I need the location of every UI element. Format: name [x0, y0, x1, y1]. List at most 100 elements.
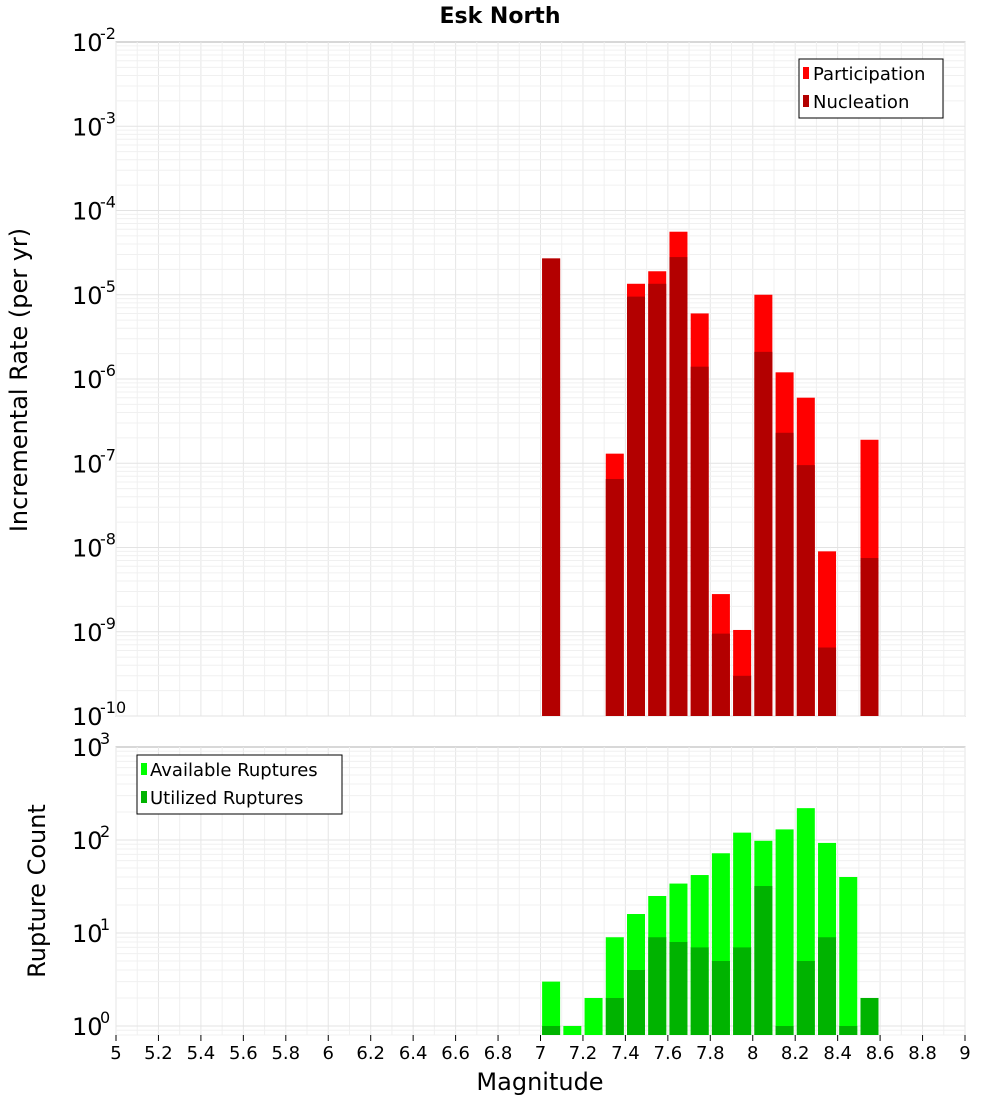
svg-text:0: 0 [100, 1008, 110, 1027]
top-bar-series2 [818, 647, 837, 716]
top-bar-series2 [796, 465, 815, 716]
top-y-tick-label: 10-9 [72, 614, 116, 647]
x-tick-label: 7.8 [696, 1043, 725, 1064]
bottom-bar-series1 [542, 981, 561, 1035]
top-bar-series2 [690, 366, 709, 716]
x-tick-label: 8 [747, 1043, 758, 1064]
x-tick-label: 8.2 [781, 1043, 810, 1064]
x-tick-label: 5 [110, 1043, 121, 1064]
bottom-bar-series2 [627, 969, 646, 1035]
svg-text:10: 10 [72, 198, 103, 226]
x-tick-label: 6.8 [484, 1043, 513, 1064]
top-y-tick-label: 10-8 [72, 530, 116, 563]
top-y-axis-title: Incremental Rate (per yr) [5, 228, 33, 532]
top-bar-series2 [648, 283, 667, 716]
svg-text:10: 10 [72, 450, 103, 478]
x-tick-label: 5.2 [144, 1043, 173, 1064]
svg-text:10: 10 [72, 1013, 103, 1041]
bottom-y-tick-label: 103 [72, 729, 110, 762]
legend-label-utilized: Utilized Ruptures [150, 788, 303, 809]
top-bar-series2 [775, 432, 794, 716]
legend-label-participation: Participation [813, 64, 925, 85]
bottom-bar-series1 [775, 829, 794, 1035]
bottom-bar-series2 [669, 942, 688, 1035]
svg-text:2: 2 [100, 822, 110, 841]
top-gridlines [115, 42, 966, 717]
top-bar-series2 [733, 675, 752, 716]
x-tick-label: 6 [323, 1043, 334, 1064]
x-tick-label: 7.6 [654, 1043, 683, 1064]
top-bar-series2 [627, 296, 646, 716]
svg-text:-7: -7 [100, 445, 116, 464]
bottom-bar-series1 [839, 877, 858, 1035]
x-tick-label: 8.4 [823, 1043, 852, 1064]
x-tick-label: 8.8 [908, 1043, 937, 1064]
x-axis: 5 5.2 5.4 5.6 5.8 6 6.2 6.4 6.6 6.8 7 7.2 7.4 7.6 7.8 8… [110, 1035, 971, 1064]
top-bar-series2 [605, 479, 624, 716]
top-bar-series2 [754, 351, 773, 716]
bottom-bar-series2 [839, 1025, 858, 1035]
x-axis-title: Magnitude [476, 1068, 603, 1096]
x-tick-label: 8.6 [866, 1043, 895, 1064]
top-y-tick-label: 10-6 [72, 361, 116, 394]
svg-text:-9: -9 [100, 614, 116, 633]
legend-swatch-nucleation [803, 95, 809, 107]
legend-swatch-participation [803, 67, 809, 79]
bottom-y-tick-label: 102 [72, 822, 110, 855]
chart-title: Esk North [440, 4, 561, 29]
legend-swatch-available [141, 763, 147, 775]
bottom-bar-series2 [690, 947, 709, 1035]
svg-text:-5: -5 [100, 277, 116, 296]
bottom-bar-series2 [648, 937, 667, 1035]
svg-text:-6: -6 [100, 361, 116, 380]
svg-text:3: 3 [100, 729, 110, 748]
svg-text:10: 10 [72, 366, 103, 394]
bottom-bar-series2 [542, 1025, 561, 1035]
x-tick-label: 7 [535, 1043, 546, 1064]
bottom-bar-series2 [860, 997, 879, 1035]
svg-text:-10: -10 [100, 698, 126, 717]
x-tick-label: 5.4 [187, 1043, 216, 1064]
top-bar-series2 [542, 258, 561, 716]
svg-text:10: 10 [72, 29, 103, 57]
svg-text:-3: -3 [100, 108, 116, 127]
legend-label-nucleation: Nucleation [813, 92, 909, 113]
svg-text:1: 1 [100, 915, 110, 934]
top-bar-series2 [669, 257, 688, 716]
x-tick-label: 9 [959, 1043, 970, 1064]
top-y-tick-label: 10-4 [72, 193, 116, 226]
top-legend: Participation Nucleation [798, 58, 944, 119]
svg-text:10: 10 [72, 920, 103, 948]
bottom-bar-series2 [711, 960, 730, 1035]
bottom-bar-series2 [775, 1025, 794, 1035]
bottom-y-tick-label: 101 [72, 915, 110, 948]
legend-label-available: Available Ruptures [150, 760, 318, 781]
x-tick-label: 6.6 [441, 1043, 470, 1064]
svg-text:-4: -4 [100, 193, 116, 212]
svg-text:-8: -8 [100, 530, 116, 549]
bottom-bar-series1 [563, 1025, 582, 1035]
x-tick-label: 7.2 [569, 1043, 598, 1064]
top-legend-box [798, 58, 944, 119]
bottom-y-axis-title: Rupture Count [23, 804, 51, 978]
bottom-bar-series1 [584, 997, 603, 1035]
top-bar-series2 [711, 633, 730, 716]
bottom-bar-series2 [733, 947, 752, 1035]
top-y-tick-label: 10-5 [72, 277, 116, 310]
svg-text:10: 10 [72, 827, 103, 855]
x-tick-label: 5.8 [271, 1043, 300, 1064]
svg-text:10: 10 [72, 703, 103, 731]
bottom-legend: Available Ruptures Utilized Ruptures [136, 754, 343, 815]
bottom-bar-series2 [818, 937, 837, 1035]
x-tick-label: 6.4 [399, 1043, 428, 1064]
svg-text:10: 10 [72, 734, 103, 762]
top-y-tick-label: 10-2 [72, 24, 116, 57]
top-bars [542, 231, 879, 717]
svg-text:10: 10 [72, 113, 103, 141]
top-y-tick-label: 10-3 [72, 108, 116, 141]
bottom-bars [542, 808, 879, 1035]
bottom-legend-box [136, 754, 343, 815]
top-bar-series2 [860, 558, 879, 716]
